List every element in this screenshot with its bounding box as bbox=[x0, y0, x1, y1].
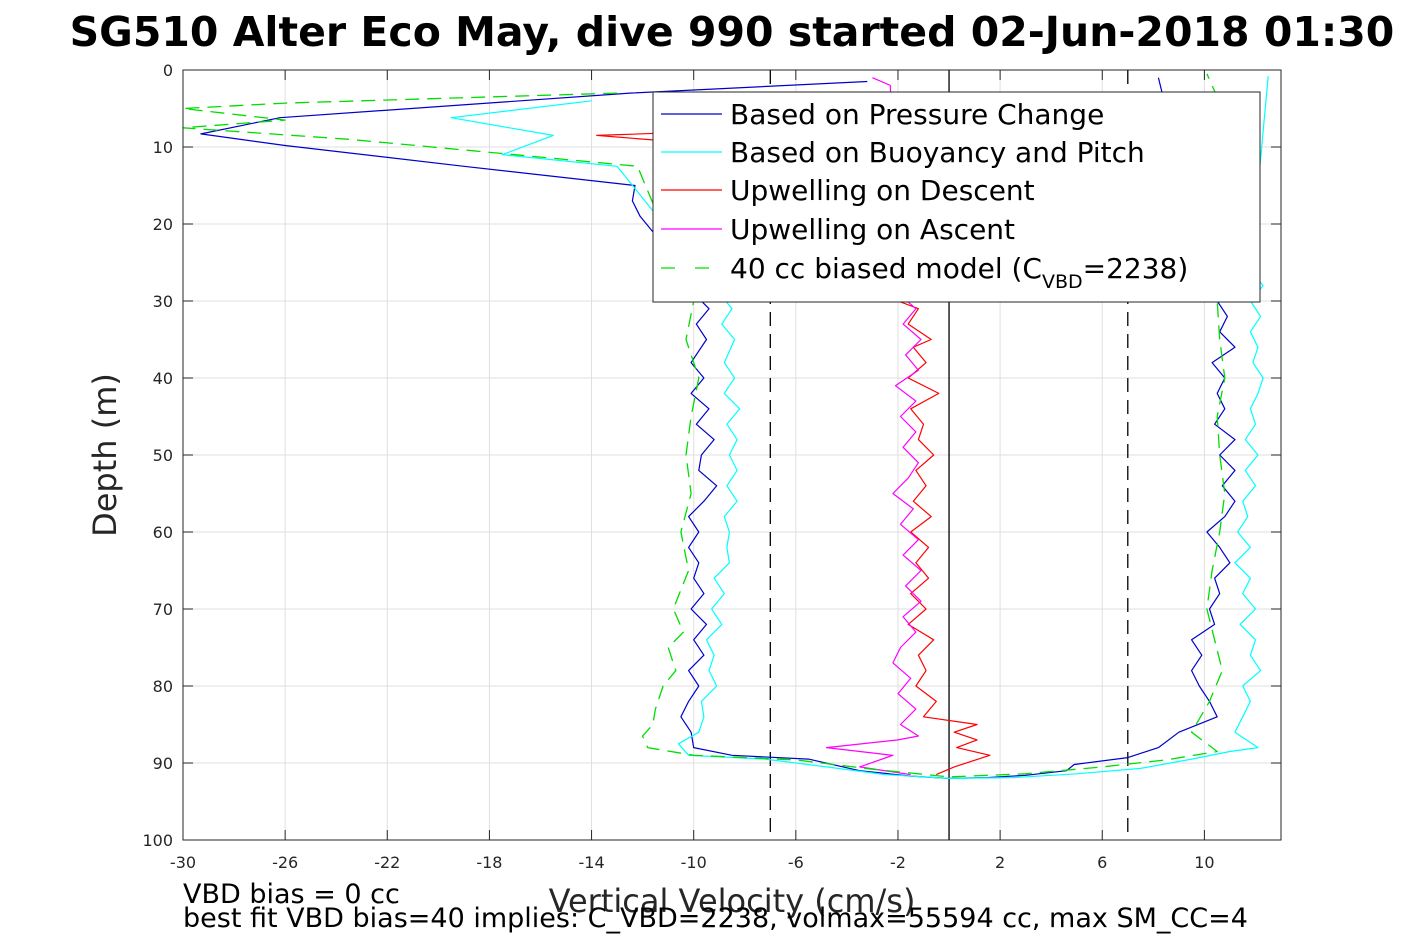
series-line-4 bbox=[825, 77, 922, 776]
y-tick-label: 40 bbox=[153, 369, 173, 388]
x-tick-label: -22 bbox=[374, 853, 400, 872]
x-tick-label: -30 bbox=[170, 853, 196, 872]
legend-box bbox=[652, 91, 1261, 303]
y-tick-label: 70 bbox=[153, 600, 173, 619]
x-tick-label: -14 bbox=[578, 853, 604, 872]
series-line-2 bbox=[450, 76, 1269, 780]
y-tick-label: 0 bbox=[163, 61, 173, 80]
vbd-bias-note: VBD bias = 0 cc bbox=[183, 879, 400, 910]
legend-label: Upwelling on Descent bbox=[730, 174, 1035, 207]
axis-ticks: -30 -26 -22 -18 -14 -10 -6 -2 2 6 1001020304050607… bbox=[142, 61, 1281, 872]
y-tick-label: 80 bbox=[153, 677, 173, 696]
y-tick-label: 20 bbox=[153, 215, 173, 234]
x-tick-label: -6 bbox=[788, 853, 804, 872]
legend-label: 40 cc biased model (CVBD=2238) bbox=[730, 252, 1188, 293]
y-tick-label: 10 bbox=[153, 138, 173, 157]
x-axis-title: Vertical Velocity (cm/s) bbox=[549, 882, 916, 920]
legend: Based on Pressure Change Based on Buoyanc… bbox=[652, 91, 1261, 303]
legend-label: Upwelling on Ascent bbox=[730, 213, 1015, 246]
x-tick-label: 6 bbox=[1097, 853, 1107, 872]
chart-title: SG510 Alter Eco May, dive 990 started 02… bbox=[70, 8, 1395, 56]
y-tick-label: 60 bbox=[153, 523, 173, 542]
best-fit-note: best fit VBD bias=40 implies: C_VBD=2238… bbox=[183, 903, 1248, 934]
y-axis-title: Depth (m) bbox=[86, 373, 124, 537]
legend-label: Based on Pressure Change bbox=[730, 98, 1104, 131]
x-tick-label: 10 bbox=[1194, 853, 1214, 872]
x-tick-label: -10 bbox=[681, 853, 707, 872]
y-tick-label: 30 bbox=[153, 292, 173, 311]
x-tick-label: -26 bbox=[272, 853, 298, 872]
x-tick-label: 2 bbox=[995, 853, 1005, 872]
y-tick-label: 90 bbox=[153, 754, 173, 773]
legend-label: Based on Buoyancy and Pitch bbox=[730, 136, 1145, 169]
x-tick-label: -2 bbox=[890, 853, 906, 872]
x-tick-label: -18 bbox=[476, 853, 502, 872]
series-line-1 bbox=[200, 77, 1236, 780]
series-line-3 bbox=[596, 100, 991, 776]
y-tick-label: 100 bbox=[142, 831, 173, 850]
y-tick-label: 50 bbox=[153, 446, 173, 465]
